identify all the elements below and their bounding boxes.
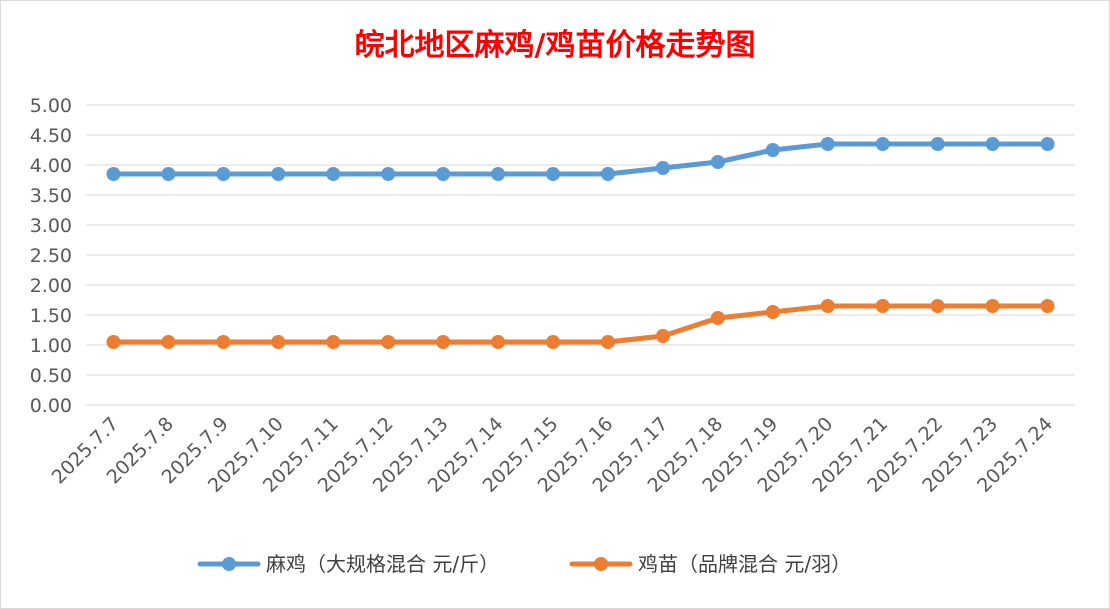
data-point — [381, 167, 396, 181]
y-tick-label: 0.00 — [30, 395, 72, 417]
data-point — [820, 137, 835, 151]
data-point — [161, 167, 176, 181]
data-point — [381, 335, 396, 349]
data-point — [655, 329, 670, 343]
y-tick-label: 5.00 — [30, 95, 72, 117]
data-point — [710, 155, 725, 169]
y-tick-label: 3.50 — [30, 185, 72, 207]
chart-title: 皖北地区麻鸡/鸡苗价格走势图 — [354, 28, 756, 63]
legend-label-1: 麻鸡（大规格混合 元/斤） — [266, 552, 499, 576]
data-point — [875, 137, 890, 151]
series-line-1 — [110, 141, 1051, 177]
y-tick-label: 1.50 — [30, 305, 72, 327]
data-point — [326, 335, 341, 349]
data-point — [1040, 137, 1055, 151]
y-tick-label: 4.50 — [30, 125, 72, 147]
data-point — [326, 167, 341, 181]
y-tick-label: 3.00 — [30, 215, 72, 237]
data-point — [930, 137, 945, 151]
data-point — [655, 161, 670, 175]
data-point — [985, 299, 1000, 313]
data-point — [546, 335, 561, 349]
data-point — [1040, 299, 1055, 313]
data-point — [271, 335, 286, 349]
data-point — [436, 335, 451, 349]
data-point — [216, 335, 231, 349]
data-point — [600, 167, 615, 181]
y-tick-label: 1.00 — [30, 335, 72, 357]
data-point — [600, 335, 615, 349]
data-point — [765, 305, 780, 319]
data-point — [820, 299, 835, 313]
data-point — [875, 299, 890, 313]
y-tick-label: 0.50 — [30, 365, 72, 387]
data-point — [106, 335, 121, 349]
data-point — [216, 167, 231, 181]
data-point — [985, 137, 1000, 151]
series-line-2 — [110, 303, 1051, 345]
legend-marker-2 — [594, 557, 608, 571]
legend-label-2: 鸡苗（品牌混合 元/羽） — [638, 552, 851, 576]
y-tick-label: 2.00 — [30, 275, 72, 297]
data-point — [491, 167, 506, 181]
legend-marker-1 — [222, 557, 236, 571]
data-point — [161, 335, 176, 349]
y-tick-label: 4.00 — [30, 155, 72, 177]
data-point — [930, 299, 945, 313]
data-point — [546, 167, 561, 181]
data-point — [765, 143, 780, 157]
data-point — [710, 311, 725, 325]
data-point — [271, 167, 286, 181]
y-tick-label: 2.50 — [30, 245, 72, 267]
data-point — [106, 167, 121, 181]
data-point — [436, 167, 451, 181]
data-point — [491, 335, 506, 349]
